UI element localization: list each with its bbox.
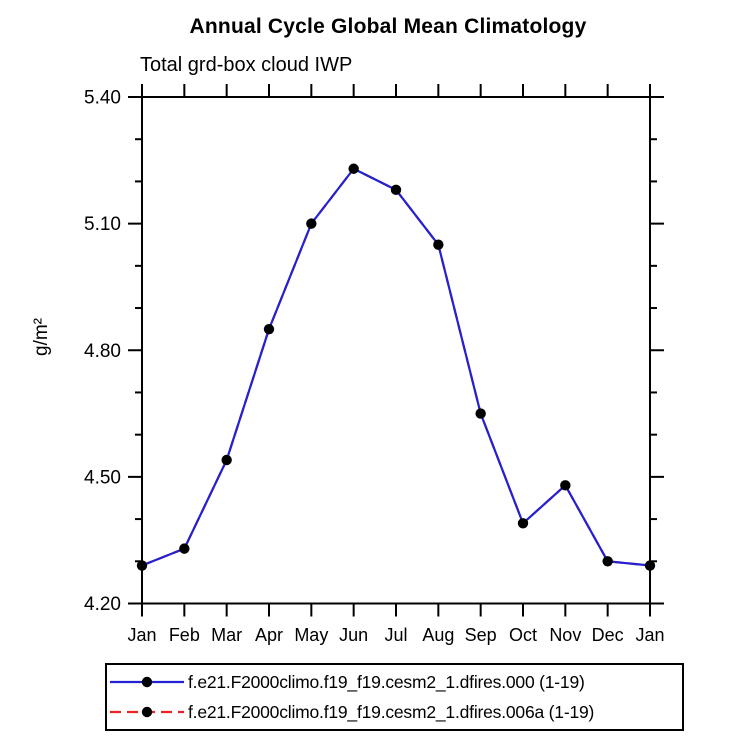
x-tick-label: Jan: [635, 625, 664, 645]
data-point-marker: [475, 408, 486, 419]
x-tick-label: Feb: [169, 625, 200, 645]
x-tick-label: Nov: [549, 625, 581, 645]
data-point-marker: [221, 454, 232, 466]
data-point-marker: [602, 556, 613, 567]
legend-item-series-1: f.e21.F2000climo.f19_f19.cesm2_1.dfires.…: [108, 697, 682, 727]
plot-frame: [141, 96, 651, 605]
x-tick-label: Dec: [592, 625, 624, 645]
data-point-marker: [136, 560, 148, 571]
data-point-marker: [306, 218, 317, 229]
x-tick-label: Jan: [127, 625, 156, 645]
x-tick-label: Sep: [465, 625, 497, 645]
legend-sample-marker: [141, 706, 153, 718]
y-tick-label: 4.80: [84, 341, 121, 362]
data-point-marker: [348, 163, 359, 174]
x-tick-label: Mar: [211, 625, 242, 645]
data-point-marker: [390, 184, 402, 196]
y-tick-label: 5.40: [84, 88, 121, 109]
y-tick-label: 4.20: [84, 594, 121, 615]
y-tick-label: 4.50: [84, 467, 121, 488]
data-point-marker: [644, 560, 656, 571]
x-tick-label: Oct: [509, 625, 537, 645]
legend: f.e21.F2000climo.f19_f19.cesm2_1.dfires.…: [105, 663, 684, 731]
x-tick-label: Apr: [255, 625, 283, 645]
legend-item-series-0: f.e21.F2000climo.f19_f19.cesm2_1.dfires.…: [108, 667, 682, 697]
data-point-marker: [517, 518, 529, 529]
chart-subtitle: Total grd-box cloud IWP: [140, 54, 353, 76]
x-tick-label: Jul: [384, 625, 407, 645]
legend-line-solid-icon: [110, 676, 184, 688]
legend-label: f.e21.F2000climo.f19_f19.cesm2_1.dfires.…: [188, 671, 585, 692]
legend-line-dashed-icon: [110, 706, 184, 718]
legend-label: f.e21.F2000climo.f19_f19.cesm2_1.dfires.…: [188, 701, 595, 722]
data-point-marker: [433, 239, 444, 250]
series-line-0: [141, 167, 651, 567]
x-tick-label: Aug: [422, 625, 454, 645]
x-tick-label: Jun: [339, 625, 368, 645]
data-point-marker: [560, 480, 571, 491]
data-point-marker: [263, 323, 275, 335]
x-tick-label: May: [294, 625, 328, 645]
series-line-1: [141, 167, 651, 567]
legend-sample-marker: [141, 676, 153, 688]
data-point-marker: [179, 543, 190, 554]
y-tick-label: 5.10: [84, 214, 121, 235]
chart-title: Annual Cycle Global Mean Climatology: [189, 15, 587, 38]
